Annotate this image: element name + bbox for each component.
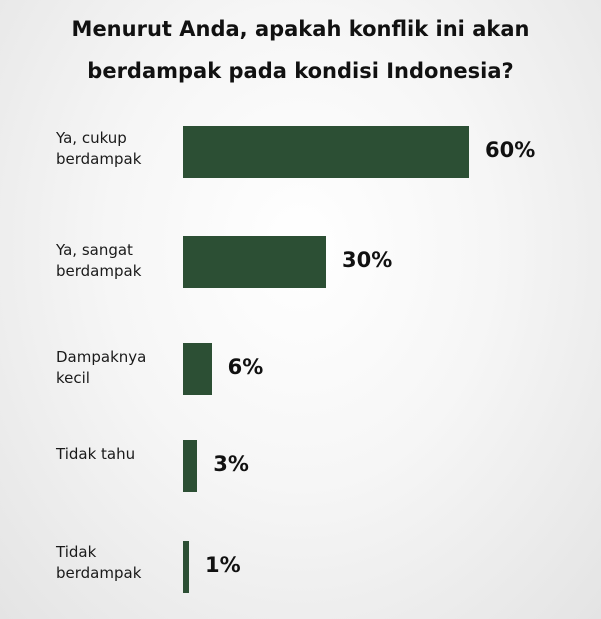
category-label-3: Dampaknya kecil: [56, 347, 176, 389]
category-label-3-line-2: kecil: [56, 369, 90, 387]
bar-1: [183, 126, 469, 178]
category-label-5-line-2: berdampak: [56, 564, 142, 582]
value-label-1: 60%: [485, 138, 536, 162]
value-label-2: 30%: [342, 248, 393, 272]
bar-2: [183, 236, 326, 288]
chart-title-line-1: Menurut Anda, apakah konflik ini akan: [71, 17, 530, 41]
value-label-3: 6%: [227, 355, 264, 379]
category-label-2: Ya, sangat berdampak: [56, 240, 176, 282]
bar-5: [183, 541, 189, 593]
chart-title-line-2: berdampak pada kondisi Indonesia?: [87, 59, 514, 83]
category-label-1-line-1: Ya, cukup: [56, 129, 127, 147]
category-label-3-line-1: Dampaknya: [56, 348, 147, 366]
chart-title: Menurut Anda, apakah konflik ini akan be…: [0, 8, 601, 92]
bar-4: [183, 440, 198, 492]
category-label-4-line-1: Tidak tahu: [56, 445, 136, 463]
category-label-1: Ya, cukup berdampak: [56, 128, 176, 170]
value-label-5: 1%: [205, 553, 241, 577]
category-label-2-line-1: Ya, sangat: [56, 241, 133, 259]
category-label-1-line-2: berdampak: [56, 150, 142, 168]
category-label-4: Tidak tahu: [56, 444, 176, 465]
bar-3: [183, 343, 212, 395]
value-label-4: 3%: [213, 452, 249, 476]
category-label-5-line-1: Tidak: [56, 543, 97, 561]
category-label-5: Tidak berdampak: [56, 542, 176, 584]
category-label-2-line-2: berdampak: [56, 262, 142, 280]
